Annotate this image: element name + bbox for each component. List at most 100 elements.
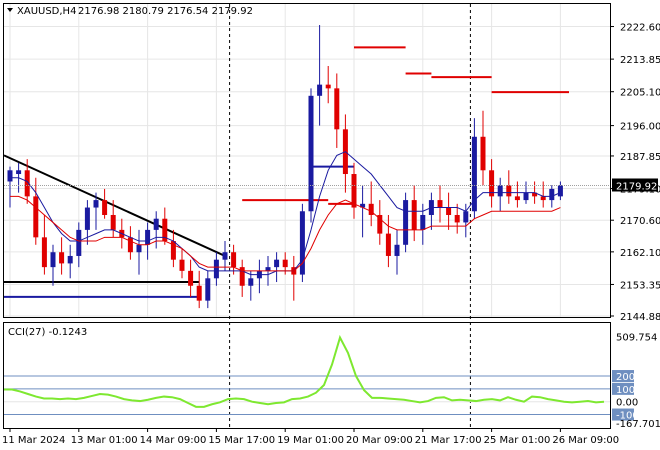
candle-down: [411, 200, 417, 230]
price-tick-label: 2144.88: [620, 312, 660, 323]
time-tick-label: 19 Mar 01:00: [277, 435, 344, 446]
price-tick-label: 2153.35: [620, 280, 660, 291]
candle-down: [368, 203, 374, 215]
candle-up: [420, 214, 426, 230]
time-tick-label: 13 Mar 01:00: [71, 435, 138, 446]
candle-down: [334, 88, 340, 130]
cci-axis: 509.754 200 100 0.00 -100-167.7012: [612, 332, 660, 430]
cci-tick-label: 200: [616, 372, 635, 383]
candle-down: [231, 252, 237, 268]
candle-down: [377, 214, 383, 234]
candle-up: [471, 136, 477, 212]
cci-tick-label: 100: [616, 385, 635, 396]
candle-up: [67, 255, 73, 264]
candle-up: [7, 170, 13, 182]
candle-up: [16, 170, 22, 175]
candle-up: [394, 244, 400, 256]
candle-up: [248, 278, 254, 286]
candle-down: [325, 84, 331, 89]
candle-down: [24, 170, 30, 197]
time-tick-label: 26 Mar 09:00: [552, 435, 619, 446]
time-tick-label: 11 Mar 2024: [2, 435, 65, 446]
overlay-lines: [3, 46, 569, 298]
candle-down: [239, 267, 245, 286]
candle-up: [317, 84, 323, 96]
candle-up: [205, 278, 211, 301]
candle-up: [145, 229, 151, 245]
time-tick-label: 14 Mar 09:00: [140, 435, 207, 446]
candle-up: [213, 259, 219, 279]
candle-up: [403, 200, 409, 245]
grid-lines: [4, 4, 610, 317]
candle-up: [274, 259, 280, 268]
cci-tick-label: 0.00: [616, 398, 638, 409]
candle-up: [308, 95, 314, 212]
candle-up: [463, 211, 469, 223]
candle-down: [480, 136, 486, 171]
cci-tick-label: -100: [616, 411, 639, 422]
candle-down: [489, 170, 495, 197]
main-panel-frame: [3, 3, 611, 318]
price-tick-label: 2222.60: [620, 23, 660, 34]
candle-down: [33, 196, 39, 238]
cci-level-box: [612, 408, 634, 421]
candle-down: [351, 174, 357, 208]
candle-down: [41, 237, 47, 268]
candle-down: [162, 218, 168, 242]
candle-up: [360, 203, 366, 208]
time-tick-label: 21 Mar 17:00: [415, 435, 482, 446]
candle-down: [102, 200, 108, 215]
cci-levels: [4, 375, 610, 416]
candle-down: [127, 237, 133, 253]
last-price-box: [612, 178, 658, 192]
candle-up: [136, 244, 142, 253]
time-axis: 11 Mar 2024 13 Mar 01:00 14 Mar 09:00 15 Ma…: [2, 428, 619, 446]
time-tick-label: 20 Mar 09:00: [346, 435, 413, 446]
candle-down: [506, 185, 512, 197]
candle-up: [84, 207, 90, 230]
dropdown-triangle-icon[interactable]: [7, 8, 13, 12]
candle-down: [196, 285, 202, 301]
candle-down: [179, 259, 185, 271]
candle-up: [265, 267, 271, 271]
cci-tick-label: 509.754: [616, 332, 657, 343]
time-tick-label: 25 Mar 01:00: [484, 435, 551, 446]
trend-line: [3, 154, 226, 257]
moving-average-slow: [10, 195, 561, 272]
price-tick-label: 2187.85: [620, 152, 660, 163]
candle-up: [93, 200, 99, 208]
candle-up: [50, 252, 56, 268]
last-price-label: 2179.92: [616, 181, 657, 192]
candle-up: [222, 252, 228, 260]
candle-up: [497, 185, 503, 197]
cci-panel-frame: [3, 322, 611, 429]
cci-title: CCI(27) -0.1243: [8, 327, 87, 338]
price-tick-label: 2213.85: [620, 55, 660, 66]
time-tick-label: 15 Mar 17:00: [208, 435, 275, 446]
candle-up: [76, 229, 82, 256]
cci-tick-label: -167.7012: [616, 419, 660, 430]
candle-down: [454, 214, 460, 223]
ohlc-values: 2176.98 2180.79 2176.54 2179.92: [78, 6, 253, 17]
candle-down: [540, 196, 546, 201]
candle-up: [153, 218, 159, 230]
symbol-label[interactable]: XAUUSD,H4: [17, 6, 76, 17]
price-tick-label: 2170.60: [620, 216, 660, 227]
cci-level-box: [612, 382, 634, 395]
candle-up: [523, 192, 529, 201]
candle-up: [557, 185, 563, 197]
price-tick-label: 2205.10: [620, 88, 660, 99]
price-tick-label: 2162.10: [620, 248, 660, 259]
cci-line: [4, 334, 605, 408]
day-separators: [229, 4, 471, 428]
candle-up: [549, 188, 555, 201]
candle-down: [282, 259, 288, 268]
candle-down: [446, 207, 452, 215]
candle-down: [385, 233, 391, 256]
cci-level-box: [612, 370, 634, 383]
candle-down: [110, 214, 116, 230]
candles: [7, 25, 563, 309]
candle-down: [188, 270, 194, 286]
moving-averages: [10, 151, 561, 276]
